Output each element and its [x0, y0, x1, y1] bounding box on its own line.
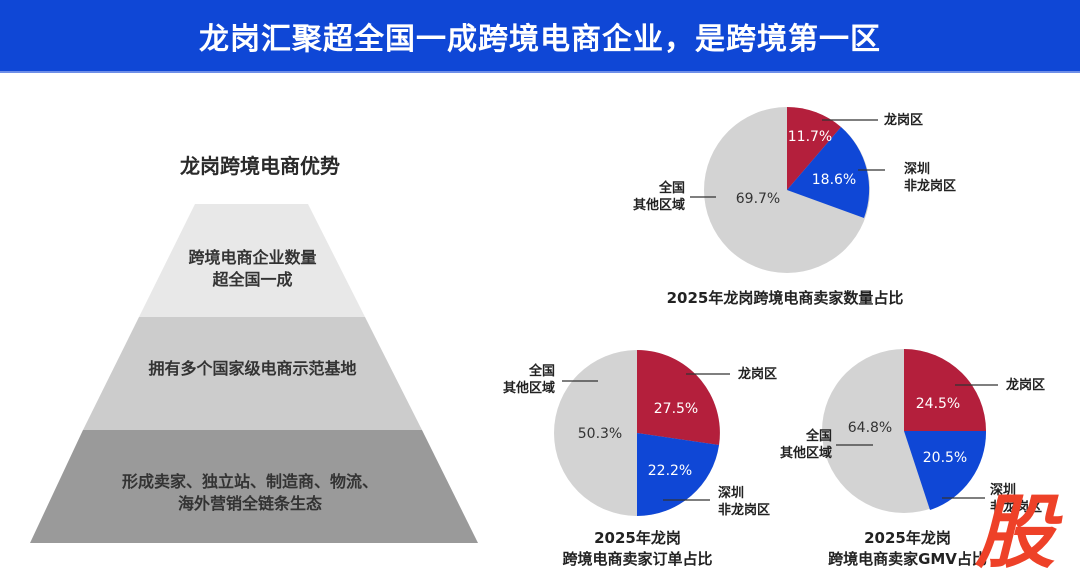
- pyramid-tier-2: [83, 317, 422, 430]
- pyramid-tier-3: [30, 430, 478, 543]
- gmv-longgang-pct: 24.5%: [915, 396, 961, 412]
- orders-caption-line1: 2025年龙岗: [594, 529, 681, 547]
- header-bar: 龙岗汇聚超全国一成跨境电商企业，是跨境第一区: [0, 0, 1080, 73]
- sellers-national-label: 全国 其他区域: [605, 180, 685, 214]
- pyramid-title: 龙岗跨境电商优势: [180, 154, 340, 178]
- orders-caption-line2: 跨境电商卖家订单占比: [562, 550, 713, 568]
- orders-shenzhen-pct: 22.2%: [647, 463, 693, 479]
- gmv-caption-line1: 2025年龙岗: [864, 529, 951, 547]
- sellers-longgang-pct: 11.7%: [787, 129, 833, 145]
- pie-gmv: [822, 349, 998, 513]
- gmv-shenzhen-pct: 20.5%: [922, 450, 968, 466]
- sellers-caption: 2025年龙岗跨境电商卖家数量占比: [666, 289, 904, 307]
- pie-orders: [554, 350, 730, 516]
- sellers-nat-line2: 其他区域: [632, 198, 685, 213]
- watermark-logo: 股: [975, 486, 1055, 579]
- orders-national-label: 全国 其他区域: [475, 363, 555, 397]
- sellers-national-pct: 69.7%: [735, 191, 781, 207]
- sellers-shenzhen-label: 深圳 非龙岗区: [904, 161, 956, 195]
- sellers-nat-line1: 全国: [658, 181, 685, 196]
- orders-shenzhen-label: 深圳 非龙岗区: [718, 485, 770, 519]
- orders-longgang-pct: 27.5%: [653, 401, 699, 417]
- gmv-shenzhen-label: 深圳 非龙岗区: [990, 482, 1042, 516]
- gmv-national-pct: 64.8%: [847, 420, 893, 436]
- gmv-national-label: 全国 其他区域: [752, 428, 832, 462]
- gmv-nat-line1: 全国: [805, 429, 832, 444]
- gmv-caption: 2025年龙岗 跨境电商卖家GMV占比: [800, 528, 1015, 570]
- page-title: 龙岗汇聚超全国一成跨境电商企业，是跨境第一区: [199, 21, 881, 57]
- gmv-sz-line2: 非龙岗区: [990, 500, 1043, 515]
- gmv-caption-line2: 跨境电商卖家GMV占比: [828, 550, 987, 568]
- pyramid-tier-2-text: 拥有多个国家级电商示范基地: [110, 358, 395, 380]
- pyramid-tier-1-text: 跨境电商企业数量 超全国一成: [150, 247, 355, 291]
- pyramid-tier-3-text: 形成卖家、独立站、制造商、物流、 海外营销全链条生态: [90, 471, 410, 515]
- gmv-sz-line1: 深圳: [990, 483, 1017, 498]
- gmv-longgang-label: 龙岗区: [1006, 378, 1046, 393]
- orders-sz-line1: 深圳: [718, 486, 745, 501]
- sellers-sz-line1: 深圳: [904, 162, 931, 177]
- orders-nat-line1: 全国: [528, 364, 555, 379]
- gmv-nat-line2: 其他区域: [779, 446, 832, 461]
- orders-caption: 2025年龙岗 跨境电商卖家订单占比: [530, 528, 745, 570]
- sellers-sz-line2: 非龙岗区: [904, 179, 957, 194]
- sellers-longgang-label: 龙岗区: [884, 113, 924, 128]
- tier-3-line-1: 形成卖家、独立站、制造商、物流、: [121, 472, 378, 491]
- sellers-shenzhen-pct: 18.6%: [811, 172, 857, 188]
- tier-1-line-2: 超全国一成: [212, 270, 293, 289]
- orders-longgang-label: 龙岗区: [738, 367, 778, 382]
- pyramid-tier-1: [139, 204, 365, 317]
- pie-sellers: [690, 107, 885, 273]
- tier-1-line-1: 跨境电商企业数量: [188, 248, 317, 267]
- tier-2-line-1: 拥有多个国家级电商示范基地: [148, 359, 357, 378]
- tier-3-line-2: 海外营销全链条生态: [177, 494, 322, 513]
- orders-nat-line2: 其他区域: [502, 381, 555, 396]
- orders-national-pct: 50.3%: [577, 426, 623, 442]
- orders-sz-line2: 非龙岗区: [718, 503, 771, 518]
